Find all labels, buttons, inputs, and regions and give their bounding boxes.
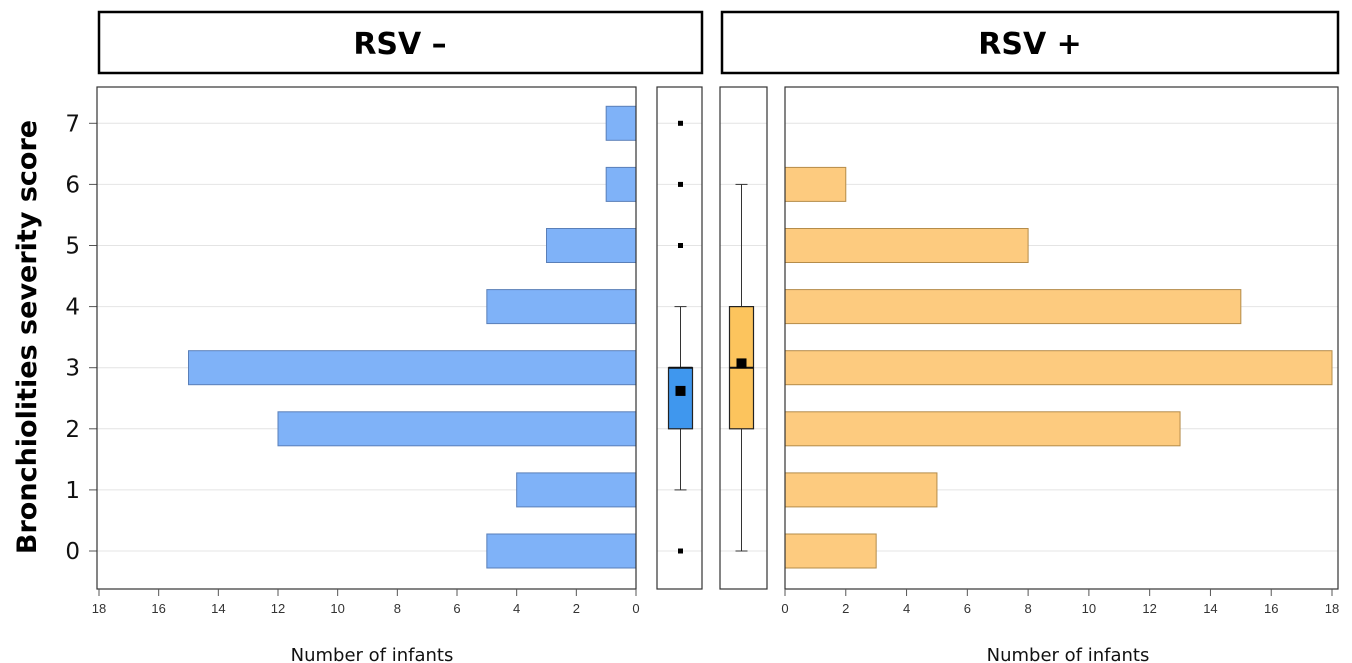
x-tick-label-right: 16: [1264, 601, 1278, 616]
bar-rsv-negative: [277, 411, 637, 447]
y-tick-label: 5: [65, 234, 80, 260]
mean-marker-positive: [736, 358, 747, 369]
x-tick-label-left: 2: [573, 601, 580, 616]
mean-marker-negative: [675, 385, 686, 396]
bar-rsv-positive: [784, 289, 1242, 325]
bar-rsv-positive: [784, 228, 1029, 263]
x-tick-label-right: 8: [1024, 601, 1031, 616]
x-tick-label-left: 8: [394, 601, 401, 616]
x-tick-label-left: 14: [211, 601, 225, 616]
outlier-point-negative: [678, 243, 683, 248]
x-tick-label-left: 12: [271, 601, 285, 616]
x-tick-label-left: 18: [92, 601, 106, 616]
y-axis-title: Bronchiolities severity score: [12, 120, 43, 554]
panel-frame: [784, 86, 1339, 590]
x-tick-label-left: 0: [632, 601, 639, 616]
rsv-negative-title: RSV –: [353, 27, 446, 62]
bar-rsv-negative: [605, 166, 637, 202]
panel-frame: [656, 86, 703, 590]
rsv-negative-header-box: [97, 10, 704, 75]
y-tick-label: 7: [65, 111, 80, 137]
bar-rsv-negative: [486, 289, 637, 325]
outlier-point-negative: [678, 181, 683, 187]
bar-rsv-negative: [546, 228, 637, 263]
y-tick-label: 1: [65, 478, 80, 504]
x-tick-label-left: 10: [330, 601, 344, 616]
y-tick-label: 4: [65, 295, 80, 321]
y-tick-label: 6: [65, 172, 80, 198]
x-tick-label-right: 14: [1203, 601, 1217, 616]
x-tick-label-right: 2: [842, 601, 849, 616]
bar-rsv-positive: [784, 166, 847, 202]
bar-rsv-positive: [784, 411, 1181, 447]
panel-frame: [96, 86, 637, 590]
x-axis-title-left: Number of infants: [291, 645, 454, 663]
x-tick-label-right: 4: [903, 601, 910, 616]
bar-rsv-positive: [784, 350, 1333, 386]
x-tick-label-left: 6: [453, 601, 460, 616]
y-tick-label: 0: [65, 539, 80, 565]
y-tick-label: 2: [65, 417, 80, 443]
bar-rsv-negative: [516, 472, 637, 508]
x-axis-title-right: Number of infants: [987, 645, 1150, 663]
bar-rsv-negative: [605, 105, 637, 141]
outlier-point-negative: [678, 120, 683, 126]
x-tick-label-left: 16: [151, 601, 165, 616]
panel-frame: [719, 86, 768, 590]
x-tick-label-right: 6: [964, 601, 971, 616]
x-tick-label-left: 4: [513, 601, 520, 616]
x-tick-label-right: 10: [1082, 601, 1096, 616]
bar-rsv-negative: [486, 533, 637, 569]
y-tick-label: 3: [65, 356, 80, 382]
box-negative: [667, 367, 694, 430]
x-tick-label-right: 18: [1325, 601, 1339, 616]
outlier-point-negative: [678, 548, 683, 554]
bar-rsv-negative: [188, 350, 637, 386]
x-tick-label-right: 12: [1142, 601, 1156, 616]
x-tick-label-right: 0: [781, 601, 788, 616]
rsv-positive-header-box: [720, 10, 1340, 75]
rsv-positive-title: RSV +: [978, 27, 1082, 62]
bar-rsv-positive: [784, 533, 877, 569]
bar-rsv-positive: [784, 472, 938, 508]
